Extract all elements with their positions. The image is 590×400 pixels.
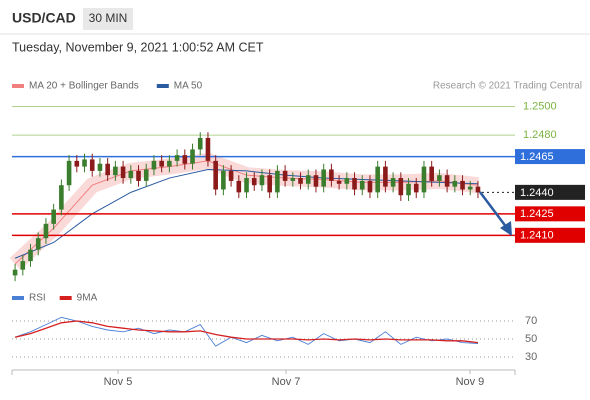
- candle-body: [213, 160, 218, 190]
- level-box: [515, 149, 585, 165]
- legend-label: MA 20 + Bollinger Bands: [29, 81, 139, 92]
- x-tick-label: Nov 5: [104, 376, 133, 388]
- candle-body: [467, 186, 473, 190]
- candle-body: [367, 180, 373, 193]
- level-label: 1.2500: [523, 100, 557, 112]
- candle-body: [28, 249, 33, 262]
- candle-body: [282, 170, 288, 181]
- candle-body: [221, 170, 226, 190]
- y-tick-label: 30: [525, 351, 537, 363]
- candle-body: [66, 160, 72, 186]
- candle-body: [251, 178, 257, 186]
- timeframe: 30 MIN: [89, 11, 128, 25]
- level-label: 1.2410: [520, 230, 554, 242]
- candle-body: [313, 175, 319, 187]
- datetime: Tuesday, November 9, 2021 1:00:52 AM CET: [12, 40, 264, 54]
- candle-body: [59, 185, 64, 210]
- candle-body: [190, 149, 195, 164]
- candle-body: [182, 155, 188, 164]
- y-tick-label: 50: [525, 333, 537, 345]
- candle-body: [398, 178, 404, 196]
- x-tick-label: Nov 9: [456, 376, 485, 388]
- candle-body: [43, 223, 49, 239]
- symbol: USD/CAD: [12, 10, 76, 26]
- level-label: 1.2440: [520, 187, 554, 199]
- candle-body: [421, 166, 427, 193]
- candle-body: [390, 178, 396, 187]
- candle-body: [97, 163, 103, 171]
- candle-body: [305, 175, 311, 184]
- legend-swatch: [12, 84, 24, 88]
- level-label: 1.2465: [520, 151, 554, 163]
- candle-body: [159, 160, 164, 167]
- candle-body: [290, 178, 296, 181]
- candle-body: [113, 166, 118, 176]
- level-label: 1.2480: [523, 129, 557, 141]
- candle-body: [12, 269, 18, 276]
- level-box: [515, 227, 585, 243]
- legend-label: RSI: [29, 293, 46, 304]
- timeframe-box: [83, 8, 133, 30]
- legend-swatch: [12, 296, 24, 300]
- candle-body: [267, 175, 272, 193]
- candle-body: [359, 180, 365, 190]
- candle-body: [82, 159, 87, 167]
- candle-body: [51, 209, 56, 224]
- candle-body: [174, 155, 180, 161]
- candle-body: [167, 160, 172, 167]
- candle-body: [228, 170, 234, 181]
- level-box: [515, 184, 585, 200]
- candle-body: [375, 166, 380, 193]
- candle-body: [452, 180, 458, 187]
- candle-body: [197, 137, 203, 150]
- candle-body: [151, 160, 157, 170]
- candle-body: [429, 166, 434, 181]
- candle-body: [437, 175, 442, 181]
- candle-body: [298, 178, 303, 184]
- candle-body: [35, 238, 41, 250]
- candle-body: [259, 175, 265, 186]
- candle-body: [460, 180, 465, 190]
- candle-body: [128, 170, 134, 179]
- legend-swatch: [156, 84, 169, 88]
- legend-label: MA 50: [174, 81, 203, 92]
- forecast-arrow: [479, 191, 508, 229]
- candle-body: [236, 180, 242, 193]
- x-tick-label: Nov 7: [272, 376, 301, 388]
- candle-body: [105, 163, 110, 176]
- candle-body: [205, 137, 211, 161]
- candle-body: [120, 166, 126, 179]
- series-line: [14, 320, 479, 344]
- candle-body: [136, 170, 141, 181]
- candle-body: [413, 183, 419, 193]
- candle-body: [336, 180, 342, 184]
- series-line: [14, 316, 478, 347]
- candle-body: [329, 169, 334, 181]
- source: Research © 2021 Trading Central: [433, 81, 582, 92]
- candle-body: [143, 169, 149, 181]
- candle-body: [475, 186, 481, 193]
- y-tick-label: 70: [525, 315, 537, 327]
- candle-body: [74, 160, 80, 167]
- candle-body: [321, 169, 326, 187]
- candle-body: [275, 170, 280, 193]
- candle-body: [244, 178, 249, 193]
- candle-body: [344, 178, 350, 184]
- level-box: [515, 206, 585, 222]
- candle-body: [383, 166, 388, 187]
- candle-body: [352, 178, 357, 190]
- legend-label: 9MA: [77, 293, 98, 304]
- level-label: 1.2425: [520, 208, 554, 220]
- legend-swatch: [59, 296, 72, 300]
- candle-body: [444, 175, 450, 187]
- candle-body: [89, 159, 95, 171]
- candle-body: [406, 183, 411, 196]
- forecast-arrow-head: [500, 221, 512, 236]
- candle-body: [20, 261, 26, 270]
